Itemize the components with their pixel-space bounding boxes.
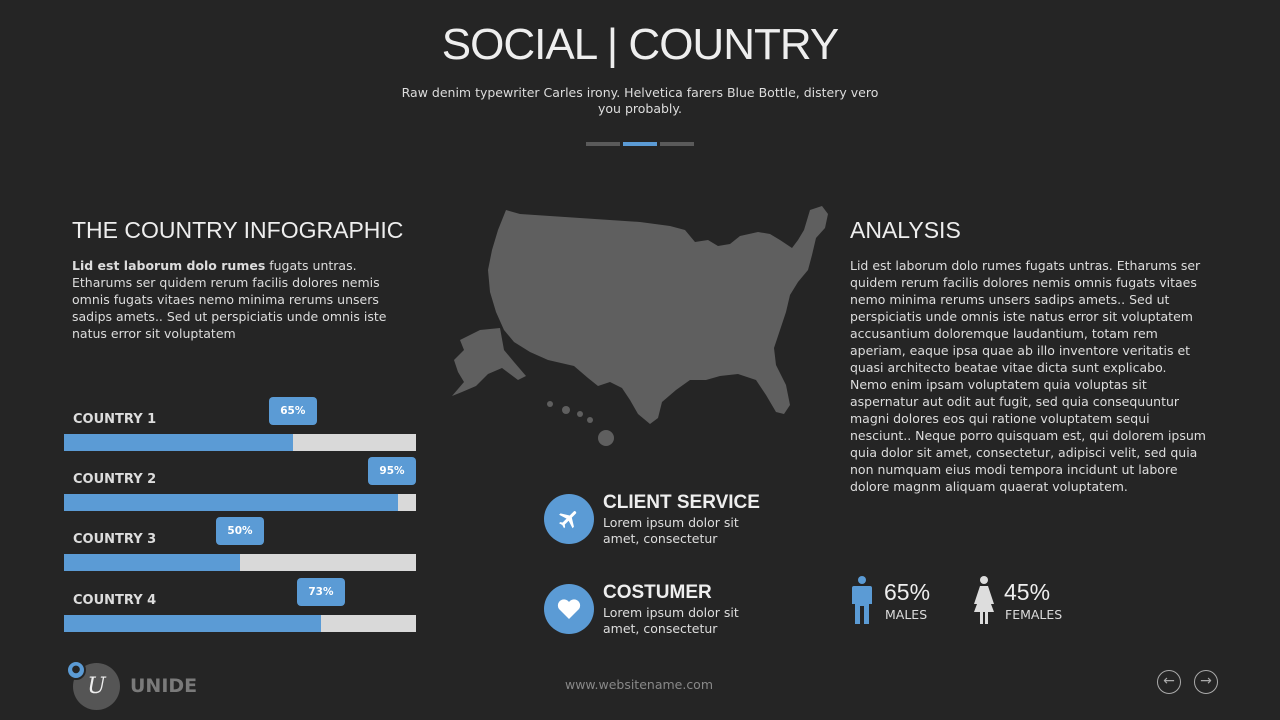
website-link[interactable]: www.websitename.com (564, 677, 714, 692)
progress-fill (64, 615, 321, 632)
arrow-right-icon[interactable]: → (1194, 670, 1218, 694)
country-label: COUNTRY 1 (73, 412, 157, 427)
country-label: COUNTRY 3 (73, 532, 157, 547)
analysis-heading: ANALYSIS (850, 217, 961, 243)
page-subtitle: Raw denim typewriter Carles irony. Helve… (401, 85, 879, 116)
analysis-text: Lid est laborum dolo rumes fugats untras… (850, 258, 1206, 494)
arrow-left-icon[interactable]: ← (1157, 670, 1181, 694)
country-label: COUNTRY 4 (73, 593, 157, 608)
female-icon (974, 576, 994, 624)
progress-fill (64, 434, 293, 451)
percent-badge: 95% (368, 457, 416, 485)
feature-title: COSTUMER (603, 582, 712, 603)
country-progress-bar (64, 554, 416, 571)
intro-bold: Lid est laborum dolo rumes (72, 258, 266, 273)
females-percent: 45% (1004, 579, 1051, 605)
slide-indicator-2-active (623, 142, 657, 146)
infographic-heading: THE COUNTRY INFOGRAPHIC (72, 217, 404, 243)
slide-indicator-3 (660, 142, 694, 146)
feature-title: CLIENT SERVICE (603, 492, 760, 513)
percent-badge: 50% (216, 517, 264, 545)
feature-desc: Lorem ipsum dolor sit amet, consectetur (603, 605, 739, 636)
brand-name: UNIDE (130, 675, 198, 697)
progress-fill (64, 554, 240, 571)
females-label: FEMALES (1005, 607, 1063, 622)
feature-client-service: CLIENT SERVICE Lorem ipsum dolor sit ame… (544, 492, 760, 546)
intro-rest: fugats untras. Etharums ser quidem rerum… (72, 258, 387, 341)
country-progress-bar (64, 434, 416, 451)
page-title: SOCIAL | COUNTRY (441, 20, 839, 69)
percent-badge: 73% (296, 578, 345, 606)
feature-desc: Lorem ipsum dolor sit amet, consectetur (603, 515, 739, 546)
country-progress-bar (64, 615, 416, 632)
country-label: COUNTRY 2 (73, 472, 157, 487)
lightbulb-icon: ● (66, 660, 86, 680)
male-icon (852, 576, 872, 624)
heart-icon (544, 584, 594, 634)
airplane-icon (544, 494, 594, 544)
feature-costumer: COSTUMER Lorem ipsum dolor sit amet, con… (544, 582, 739, 636)
males-label: MALES (885, 607, 928, 622)
males-percent: 65% (884, 579, 931, 605)
slide-indicator-1 (586, 142, 620, 146)
infographic-text: Lid est laborum dolo rumes fugats untras… (72, 257, 392, 342)
usa-map (452, 206, 828, 446)
progress-fill (64, 494, 399, 511)
percent-badge: 65% (268, 397, 317, 425)
country-progress-bar (64, 494, 416, 511)
